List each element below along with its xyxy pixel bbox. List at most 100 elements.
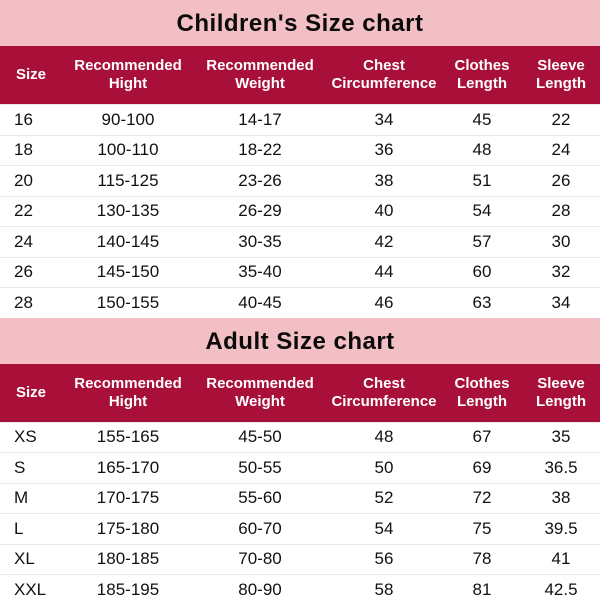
table-row: 28150-15540-45466334 bbox=[0, 287, 600, 318]
cell: 41 bbox=[522, 549, 600, 569]
cell: 34 bbox=[326, 110, 442, 130]
cell: 18-22 bbox=[194, 140, 326, 160]
col-rec-height: RecommendedHight bbox=[62, 371, 194, 415]
adult-title: Adult Size chart bbox=[0, 318, 600, 364]
cell: 54 bbox=[326, 519, 442, 539]
cell: 40 bbox=[326, 201, 442, 221]
cell: 20 bbox=[0, 171, 62, 191]
cell: 155-165 bbox=[62, 427, 194, 447]
cell: 32 bbox=[522, 262, 600, 282]
cell: 48 bbox=[326, 427, 442, 447]
cell: M bbox=[0, 488, 62, 508]
cell: 185-195 bbox=[62, 580, 194, 600]
cell: 26 bbox=[0, 262, 62, 282]
cell: 28 bbox=[522, 201, 600, 221]
col-sleeve-length: SleeveLength bbox=[522, 371, 600, 415]
cell: 30 bbox=[522, 232, 600, 252]
cell: 72 bbox=[442, 488, 522, 508]
cell: 40-45 bbox=[194, 293, 326, 313]
cell: 38 bbox=[522, 488, 600, 508]
cell: XS bbox=[0, 427, 62, 447]
children-header-row: Size RecommendedHight RecommendedWeight … bbox=[0, 46, 600, 104]
cell: 75 bbox=[442, 519, 522, 539]
cell: 58 bbox=[326, 580, 442, 600]
cell: 80-90 bbox=[194, 580, 326, 600]
col-size: Size bbox=[0, 380, 62, 406]
cell: 42.5 bbox=[522, 580, 600, 600]
cell: 26 bbox=[522, 171, 600, 191]
cell: 35 bbox=[522, 427, 600, 447]
cell: 70-80 bbox=[194, 549, 326, 569]
cell: 63 bbox=[442, 293, 522, 313]
table-row: S165-17050-55506936.5 bbox=[0, 452, 600, 483]
children-section: Children's Size chart Size RecommendedHi… bbox=[0, 0, 600, 318]
cell: 60-70 bbox=[194, 519, 326, 539]
cell: 55-60 bbox=[194, 488, 326, 508]
cell: 35-40 bbox=[194, 262, 326, 282]
cell: 36 bbox=[326, 140, 442, 160]
cell: 26-29 bbox=[194, 201, 326, 221]
col-clothes-length: ClothesLength bbox=[442, 53, 522, 97]
cell: 16 bbox=[0, 110, 62, 130]
table-row: 22130-13526-29405428 bbox=[0, 196, 600, 227]
col-chest: ChestCircumference bbox=[326, 53, 442, 97]
cell: 18 bbox=[0, 140, 62, 160]
cell: 165-170 bbox=[62, 458, 194, 478]
cell: 23-26 bbox=[194, 171, 326, 191]
cell: 57 bbox=[442, 232, 522, 252]
adult-header-row: Size RecommendedHight RecommendedWeight … bbox=[0, 364, 600, 422]
cell: 22 bbox=[0, 201, 62, 221]
cell: 24 bbox=[0, 232, 62, 252]
cell: 24 bbox=[522, 140, 600, 160]
cell: 81 bbox=[442, 580, 522, 600]
cell: 69 bbox=[442, 458, 522, 478]
table-row: M170-17555-60527238 bbox=[0, 483, 600, 514]
cell: 175-180 bbox=[62, 519, 194, 539]
table-row: 18100-11018-22364824 bbox=[0, 135, 600, 166]
col-rec-weight: RecommendedWeight bbox=[194, 53, 326, 97]
cell: 100-110 bbox=[62, 140, 194, 160]
cell: 39.5 bbox=[522, 519, 600, 539]
cell: 45-50 bbox=[194, 427, 326, 447]
table-row: 1690-10014-17344522 bbox=[0, 104, 600, 135]
cell: 115-125 bbox=[62, 171, 194, 191]
cell: 180-185 bbox=[62, 549, 194, 569]
cell: 130-135 bbox=[62, 201, 194, 221]
col-size: Size bbox=[0, 62, 62, 88]
table-row: XL180-18570-80567841 bbox=[0, 544, 600, 575]
cell: 14-17 bbox=[194, 110, 326, 130]
cell: 44 bbox=[326, 262, 442, 282]
col-rec-weight: RecommendedWeight bbox=[194, 371, 326, 415]
table-row: L175-18060-70547539.5 bbox=[0, 513, 600, 544]
col-chest: ChestCircumference bbox=[326, 371, 442, 415]
cell: 51 bbox=[442, 171, 522, 191]
cell: L bbox=[0, 519, 62, 539]
adult-section: Adult Size chart Size RecommendedHight R… bbox=[0, 318, 600, 605]
col-rec-height: RecommendedHight bbox=[62, 53, 194, 97]
col-sleeve-length: SleeveLength bbox=[522, 53, 600, 97]
cell: 34 bbox=[522, 293, 600, 313]
cell: 36.5 bbox=[522, 458, 600, 478]
cell: 28 bbox=[0, 293, 62, 313]
cell: 170-175 bbox=[62, 488, 194, 508]
table-row: XS155-16545-50486735 bbox=[0, 422, 600, 453]
cell: 78 bbox=[442, 549, 522, 569]
cell: 50-55 bbox=[194, 458, 326, 478]
col-clothes-length: ClothesLength bbox=[442, 371, 522, 415]
cell: XL bbox=[0, 549, 62, 569]
cell: 42 bbox=[326, 232, 442, 252]
cell: 50 bbox=[326, 458, 442, 478]
cell: 30-35 bbox=[194, 232, 326, 252]
cell: S bbox=[0, 458, 62, 478]
cell: 140-145 bbox=[62, 232, 194, 252]
cell: 150-155 bbox=[62, 293, 194, 313]
table-row: 24140-14530-35425730 bbox=[0, 226, 600, 257]
cell: XXL bbox=[0, 580, 62, 600]
cell: 52 bbox=[326, 488, 442, 508]
table-row: 26145-15035-40446032 bbox=[0, 257, 600, 288]
cell: 90-100 bbox=[62, 110, 194, 130]
cell: 45 bbox=[442, 110, 522, 130]
cell: 22 bbox=[522, 110, 600, 130]
cell: 48 bbox=[442, 140, 522, 160]
cell: 56 bbox=[326, 549, 442, 569]
